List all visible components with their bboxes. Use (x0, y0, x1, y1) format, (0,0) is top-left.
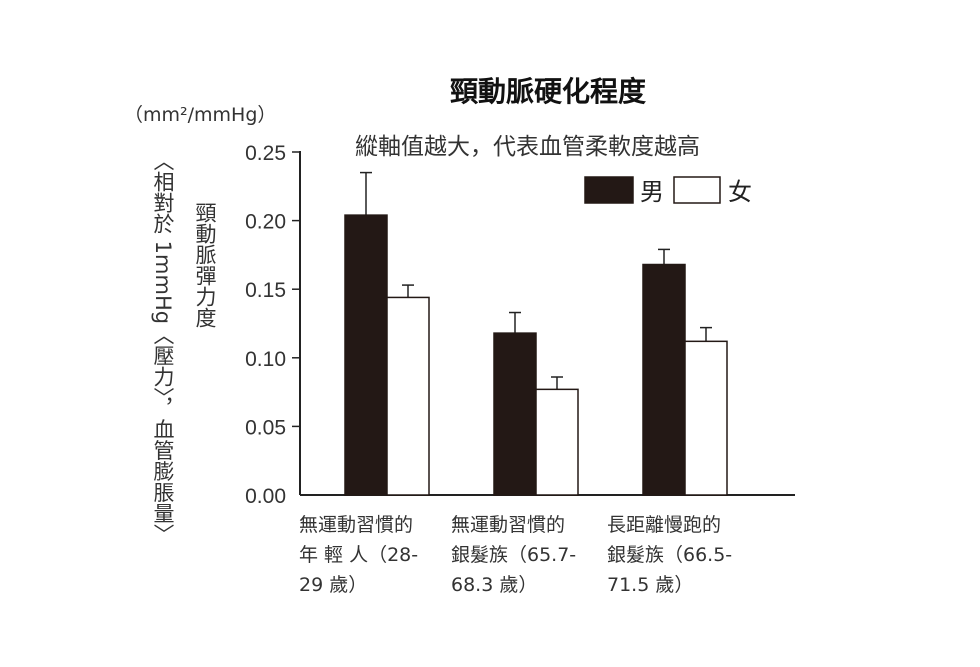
x-category-line: 29 歲） (299, 574, 368, 596)
y-tick-label: 0.00 (245, 485, 286, 508)
bar-female (535, 388, 579, 496)
legend-label-male: 男 (640, 178, 664, 206)
bar-female (386, 296, 430, 496)
x-category-label: 無運動習慣的 銀髮族（65.7- 68.3 歲） (451, 510, 601, 600)
y-tick-label: 0.20 (245, 211, 286, 234)
bar-male (344, 214, 388, 496)
y-tick-label: 0.05 (245, 416, 286, 439)
x-category-label: 無運動習慣的年 輕 人（28- 29 歲） (299, 510, 449, 600)
y-tick-label: 0.25 (245, 142, 286, 165)
x-category-line: 68.3 歲） (451, 574, 538, 596)
bar-female (684, 340, 728, 496)
legend-swatch-female (673, 176, 721, 204)
bar-male (642, 263, 686, 496)
chart-subtitle: 縱軸值越大，代表血管柔軟度越高 (355, 134, 700, 160)
chart-title: 頸動脈硬化程度 (450, 75, 647, 108)
y-axis-unit: （mm²/mmHg） (124, 104, 277, 126)
y-axis-label-inner: 頸動脈彈力度 (193, 202, 217, 328)
x-category-line: 71.5 歲） (607, 574, 694, 596)
y-tick-label: 0.10 (245, 348, 286, 371)
x-category-line: 長距離慢跑的 (607, 514, 722, 536)
x-category-line: 無運動習慣的 (451, 514, 566, 536)
x-category-line: 年 輕 人（28- (299, 544, 419, 566)
x-category-label: 長距離慢跑的 銀髮族（66.5- 71.5 歲） (607, 510, 757, 600)
x-category-line: 銀髮族（66.5- (607, 544, 733, 566)
y-tick-label: 0.15 (245, 279, 286, 302)
y-axis-label-outer: ︿相對於 1mmHg〈壓力〉，血管膨脹量﹀ (151, 150, 175, 545)
bar-male (493, 332, 537, 496)
legend-swatch-male (584, 176, 634, 204)
x-category-line: 銀髮族（65.7- (451, 544, 577, 566)
legend-label-female: 女 (728, 178, 752, 206)
x-category-line: 無運動習慣的 (299, 514, 414, 536)
